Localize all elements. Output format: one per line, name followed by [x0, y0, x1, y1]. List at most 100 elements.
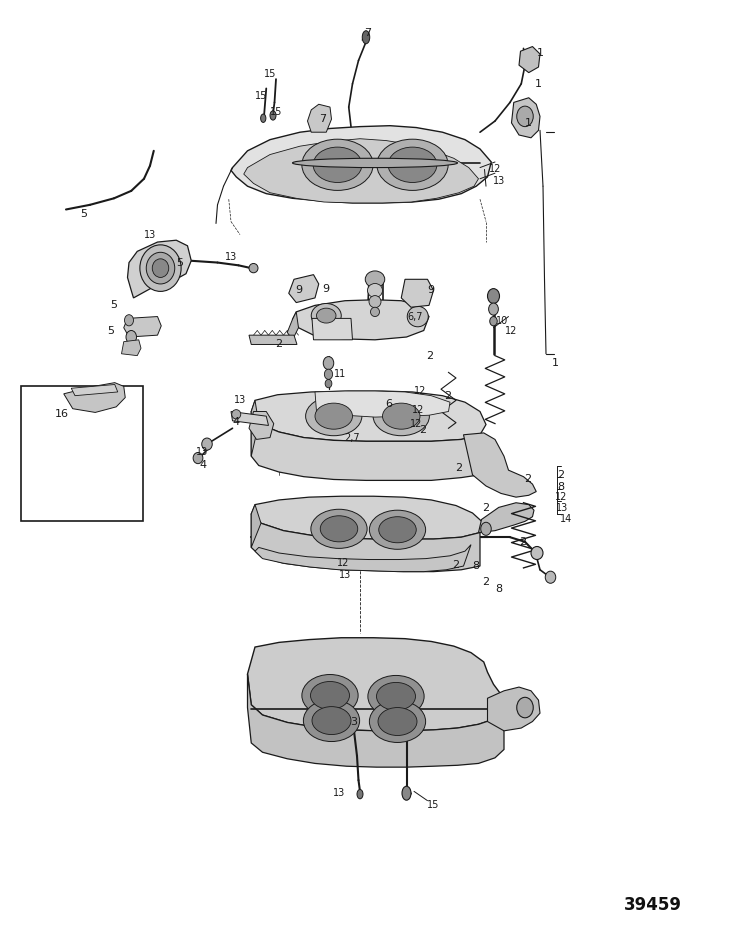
Polygon shape: [287, 312, 298, 340]
Text: 13: 13: [333, 789, 345, 798]
Text: 16: 16: [55, 410, 68, 419]
Text: 6,7: 6,7: [408, 313, 423, 322]
Text: 2: 2: [482, 504, 490, 513]
Ellipse shape: [365, 271, 385, 288]
Text: 9: 9: [322, 284, 330, 293]
Text: 13: 13: [234, 396, 246, 405]
Ellipse shape: [376, 140, 448, 191]
Text: 13: 13: [144, 230, 156, 239]
Ellipse shape: [126, 331, 136, 344]
Text: 4: 4: [232, 417, 240, 426]
Ellipse shape: [261, 115, 266, 123]
Polygon shape: [478, 503, 534, 533]
Text: 2: 2: [455, 464, 463, 473]
Polygon shape: [488, 687, 540, 731]
Ellipse shape: [310, 681, 350, 709]
Polygon shape: [289, 275, 319, 303]
Text: 2: 2: [557, 470, 565, 479]
Polygon shape: [401, 279, 433, 307]
Text: 5: 5: [80, 209, 88, 219]
Text: 2: 2: [519, 537, 526, 546]
Text: 7: 7: [364, 28, 371, 37]
Text: 1: 1: [535, 79, 542, 88]
Text: 10: 10: [496, 317, 508, 326]
Text: 12: 12: [414, 386, 426, 396]
Ellipse shape: [388, 147, 436, 182]
Ellipse shape: [369, 510, 426, 549]
Text: 15: 15: [264, 70, 276, 79]
Ellipse shape: [315, 403, 352, 429]
Text: 8: 8: [557, 482, 565, 492]
Ellipse shape: [531, 546, 543, 560]
Text: 12: 12: [489, 165, 501, 174]
Polygon shape: [464, 433, 536, 497]
Ellipse shape: [369, 296, 381, 307]
Ellipse shape: [249, 263, 258, 273]
Text: 2: 2: [524, 474, 532, 483]
Ellipse shape: [382, 403, 420, 429]
Text: 5: 5: [176, 258, 184, 267]
Polygon shape: [248, 638, 504, 731]
Polygon shape: [512, 98, 540, 138]
Text: 5: 5: [110, 301, 118, 310]
Text: 3: 3: [350, 717, 358, 726]
Ellipse shape: [292, 158, 458, 168]
Ellipse shape: [326, 380, 332, 388]
Text: 4: 4: [199, 461, 206, 470]
Ellipse shape: [368, 284, 382, 298]
Ellipse shape: [124, 315, 134, 326]
Ellipse shape: [490, 317, 497, 326]
Text: 7: 7: [319, 115, 326, 124]
Polygon shape: [122, 340, 141, 356]
Text: 2,7: 2,7: [345, 433, 360, 442]
Text: 5: 5: [107, 326, 115, 335]
Text: 12: 12: [506, 327, 518, 336]
Text: 11: 11: [334, 370, 346, 379]
Ellipse shape: [320, 516, 358, 542]
Polygon shape: [519, 47, 540, 73]
Text: 1: 1: [536, 48, 544, 58]
Polygon shape: [308, 104, 332, 132]
Polygon shape: [251, 505, 261, 547]
Ellipse shape: [517, 697, 533, 718]
Text: 15: 15: [255, 91, 267, 101]
Ellipse shape: [481, 522, 491, 535]
Polygon shape: [292, 300, 429, 340]
Polygon shape: [312, 318, 352, 340]
Ellipse shape: [374, 397, 429, 436]
Text: 15: 15: [427, 801, 439, 810]
Polygon shape: [251, 400, 259, 456]
Polygon shape: [231, 412, 268, 425]
Text: 2: 2: [419, 425, 426, 435]
Polygon shape: [249, 412, 274, 439]
Ellipse shape: [517, 106, 533, 127]
Text: 2: 2: [452, 560, 459, 570]
Polygon shape: [255, 545, 471, 572]
Ellipse shape: [407, 306, 428, 327]
Text: 2: 2: [482, 577, 490, 587]
Ellipse shape: [310, 509, 368, 548]
Ellipse shape: [314, 147, 362, 182]
Text: 2: 2: [426, 351, 433, 360]
Ellipse shape: [362, 31, 370, 44]
Ellipse shape: [370, 307, 380, 317]
Ellipse shape: [402, 786, 411, 801]
Polygon shape: [248, 674, 504, 767]
Ellipse shape: [152, 259, 169, 277]
Text: 2: 2: [444, 391, 452, 400]
Text: 14: 14: [560, 515, 572, 524]
Text: 12: 12: [413, 405, 424, 414]
Ellipse shape: [368, 676, 424, 717]
Ellipse shape: [194, 452, 202, 464]
Text: 1: 1: [551, 358, 559, 368]
Polygon shape: [244, 139, 478, 203]
Ellipse shape: [324, 370, 333, 380]
Polygon shape: [315, 391, 450, 417]
Ellipse shape: [306, 397, 362, 436]
Polygon shape: [231, 126, 491, 203]
Ellipse shape: [202, 439, 212, 451]
Ellipse shape: [489, 304, 498, 316]
Polygon shape: [249, 335, 297, 344]
Text: 12: 12: [555, 492, 567, 502]
Text: 9: 9: [427, 286, 435, 295]
